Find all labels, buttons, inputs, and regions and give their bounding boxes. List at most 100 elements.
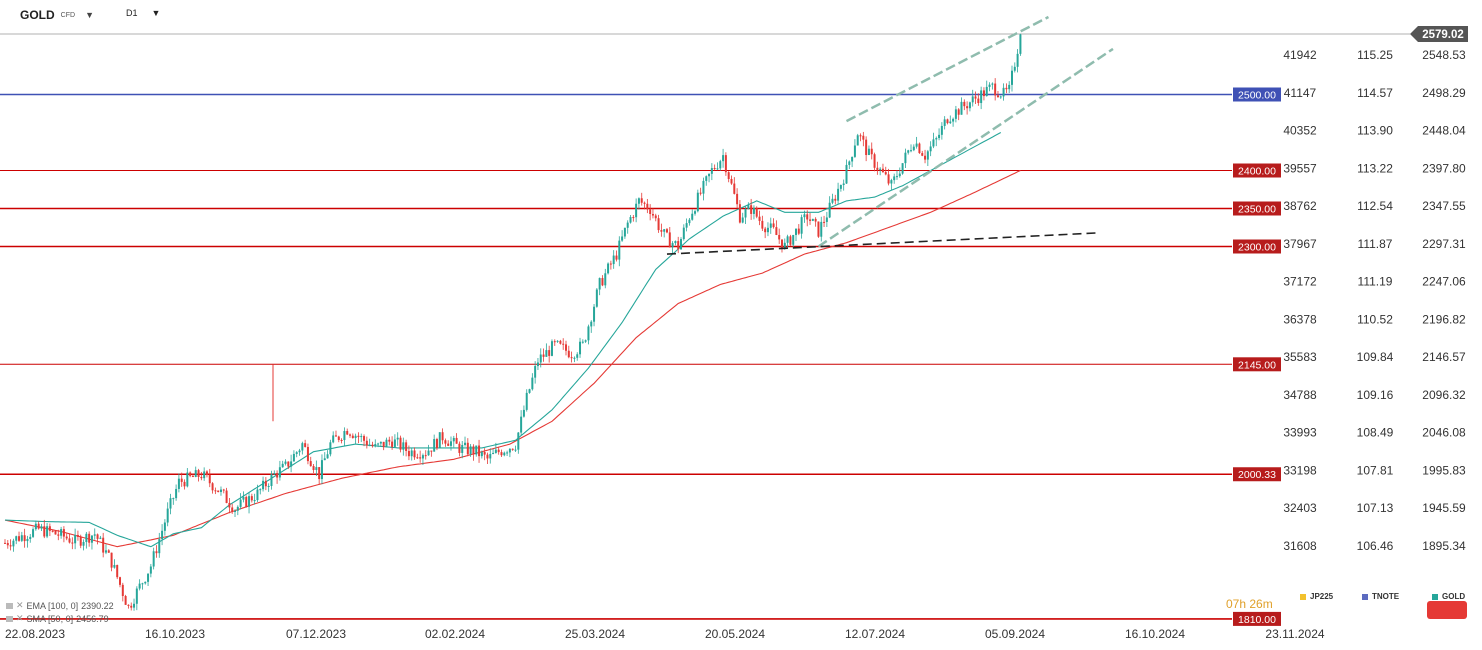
candle-body [205, 471, 208, 476]
candle-body [82, 542, 85, 546]
candle-body [270, 474, 273, 486]
indicator-ema[interactable]: ✕ EMA [100, 0] 2390.22 [6, 600, 114, 611]
candle-body [912, 146, 915, 151]
candle-body [665, 229, 668, 233]
y-tick-label: 39557 [1283, 161, 1317, 175]
candle-body [938, 134, 941, 139]
candle-body [32, 529, 35, 537]
candle-body [646, 203, 649, 210]
candle-body [637, 198, 640, 204]
candle-body [657, 218, 660, 231]
candle-body [960, 101, 963, 115]
candle-body [688, 219, 691, 224]
candle-body [461, 444, 464, 453]
y-tick-label: 108.49 [1357, 426, 1394, 440]
candle-body [329, 442, 332, 455]
indicator-icon [6, 602, 13, 609]
candle-body [1016, 53, 1019, 67]
level-label-box [1233, 201, 1281, 216]
candle-body [203, 471, 206, 479]
candle-body [343, 430, 346, 441]
candle-body [772, 223, 775, 228]
candle-body [893, 176, 896, 181]
candle-body [217, 490, 220, 493]
candle-body [102, 537, 105, 553]
level-label: 2000.33 [1238, 469, 1276, 481]
y-tick-label: 113.90 [1357, 124, 1393, 138]
candle-body [741, 217, 744, 223]
symbol-selector[interactable]: GOLD CFD ▼ [20, 8, 94, 22]
candle-body [758, 216, 761, 221]
candle-body [792, 234, 795, 245]
candle-body [323, 458, 326, 461]
candle-body [1005, 87, 1008, 90]
candle-body [837, 188, 840, 201]
candle-body [685, 223, 688, 228]
candle-body [876, 167, 879, 170]
candle-body [43, 526, 46, 537]
candle-body [559, 340, 562, 344]
timeframe-selector[interactable]: D1 ▼ [126, 8, 160, 18]
candle-body [455, 437, 458, 444]
candle-body [573, 357, 576, 359]
legend-label: JP225 [1310, 592, 1334, 601]
candle-body [430, 450, 433, 452]
legend-gold[interactable]: GOLD [1432, 592, 1465, 601]
candle-body [37, 523, 40, 529]
candle-body [48, 526, 51, 531]
legend-swatch [1300, 593, 1306, 600]
candle-body [424, 455, 427, 457]
candle-body [413, 450, 416, 458]
candle-body [929, 146, 932, 152]
last-price-label: 2579.02 [1422, 29, 1464, 41]
candle-body [133, 603, 136, 608]
y-tick-label: 1895.34 [1422, 539, 1466, 553]
candle-body [264, 480, 267, 487]
candle-body [786, 236, 789, 243]
candle-body [197, 470, 200, 477]
y-tick-label: 41147 [1284, 86, 1317, 100]
candle-body [982, 90, 985, 97]
candle-body [999, 96, 1002, 98]
candle-body [116, 564, 119, 578]
candle-body [26, 538, 29, 542]
y-tick-label: 38762 [1283, 199, 1317, 213]
y-tick-label: 37172 [1283, 275, 1317, 289]
level-label-box [1233, 163, 1281, 178]
trend-channel-line [817, 47, 1114, 248]
candle-body [795, 228, 798, 235]
close-icon[interactable]: ✕ [16, 600, 24, 610]
candle-body [441, 432, 444, 441]
candle-body [696, 192, 699, 212]
candle-body [421, 455, 424, 459]
indicator-sma[interactable]: ✕ SMA [50, 0] 2456.79 [6, 613, 109, 624]
candle-body [918, 143, 921, 154]
candle-body [817, 221, 820, 237]
candle-body [536, 362, 539, 367]
y-tick-label: 36378 [1283, 312, 1317, 326]
sell-button[interactable] [1427, 601, 1467, 619]
candle-body [396, 437, 399, 440]
candle-body [219, 489, 222, 493]
candle-body [811, 218, 814, 221]
candle-body [379, 441, 382, 444]
candle-body [354, 435, 357, 438]
candle-body [4, 542, 6, 544]
candle-body [135, 588, 138, 604]
legend-tnote[interactable]: TNOTE [1362, 592, 1399, 601]
candle-body [191, 475, 194, 477]
candle-body [887, 174, 890, 184]
close-icon[interactable]: ✕ [16, 613, 24, 623]
legend-jp225[interactable]: JP225 [1300, 592, 1333, 601]
candle-body [932, 139, 935, 147]
candle-body [391, 441, 394, 447]
candle-body [694, 211, 697, 214]
candle-body [433, 439, 436, 452]
candle-body [346, 430, 349, 435]
candle-body [828, 202, 831, 218]
candle-body [407, 450, 410, 457]
y-tick-label: 37967 [1283, 237, 1317, 251]
candle-body [971, 96, 974, 103]
candle-body [382, 441, 385, 448]
